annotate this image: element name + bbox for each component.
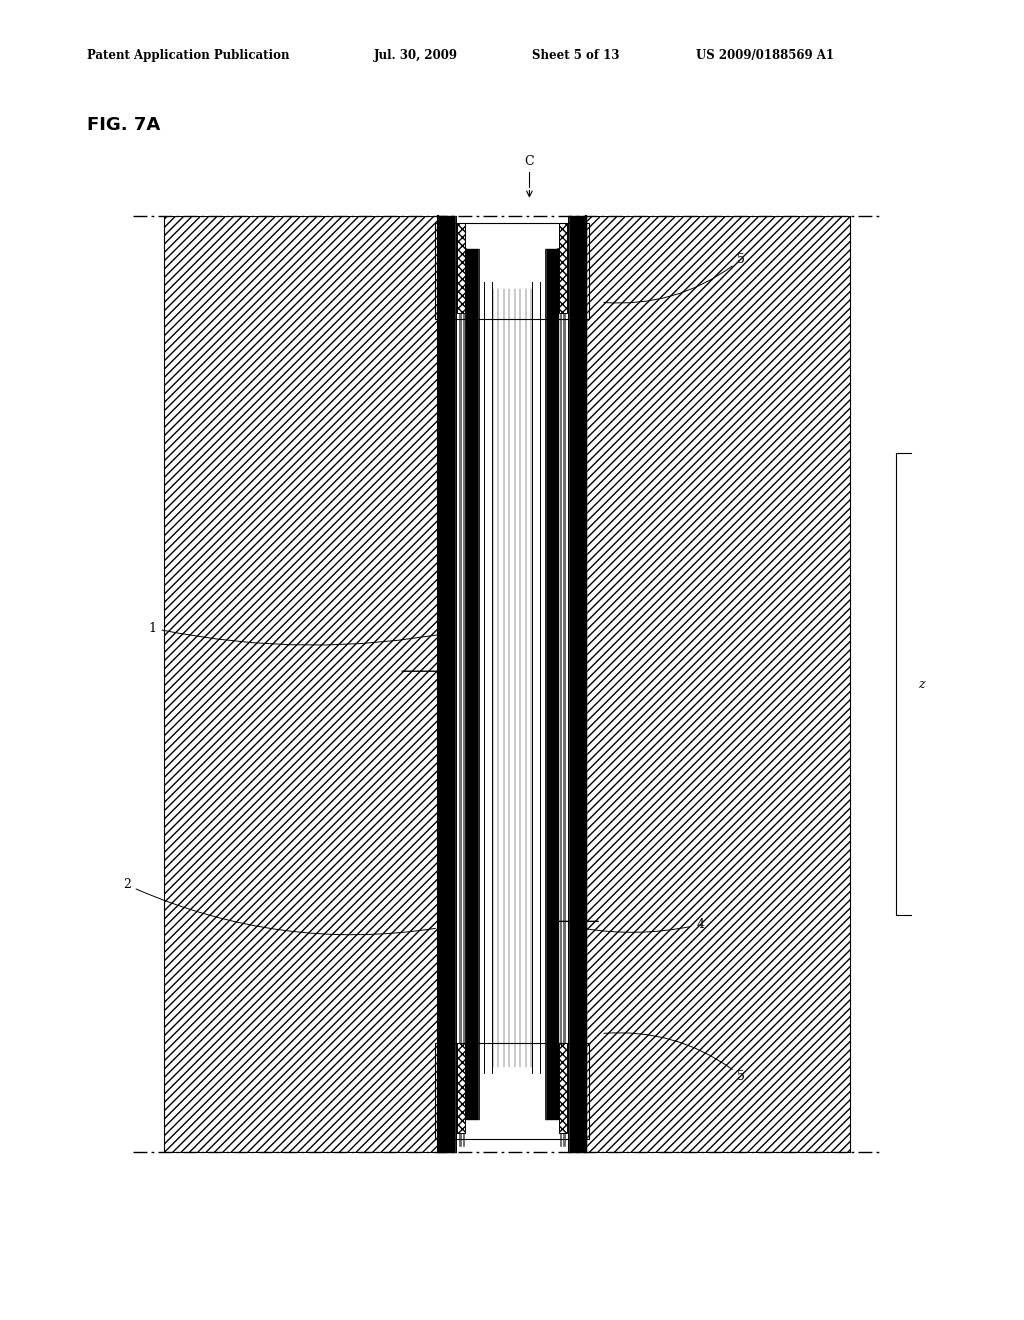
Text: Patent Application Publication: Patent Application Publication [87,49,290,62]
Text: Jul. 30, 2009: Jul. 30, 2009 [374,49,458,62]
Bar [164,216,438,1152]
Text: C: C [524,154,535,168]
Bar [545,249,558,1119]
Bar [558,216,568,1152]
Text: US 2009/0188569 A1: US 2009/0188569 A1 [696,49,835,62]
Bar [435,223,589,319]
Text: FIG. 7A: FIG. 7A [87,116,161,135]
Bar [479,249,545,1119]
Bar [438,216,456,1152]
Bar [435,1043,589,1139]
Bar [586,216,850,1152]
Text: 2: 2 [123,878,435,935]
Bar [568,216,586,1152]
Bar [438,216,586,1152]
Bar [559,1043,567,1133]
Text: Sheet 5 of 13: Sheet 5 of 13 [532,49,620,62]
Text: 5: 5 [604,1032,745,1082]
Bar [466,249,479,1119]
Text: 5: 5 [604,252,745,304]
Bar [457,223,465,313]
Text: 4: 4 [584,917,705,932]
Text: 1: 1 [148,622,453,645]
Bar [559,223,567,313]
Text: z: z [919,678,925,690]
Bar [456,216,466,1152]
Bar [457,1043,465,1133]
